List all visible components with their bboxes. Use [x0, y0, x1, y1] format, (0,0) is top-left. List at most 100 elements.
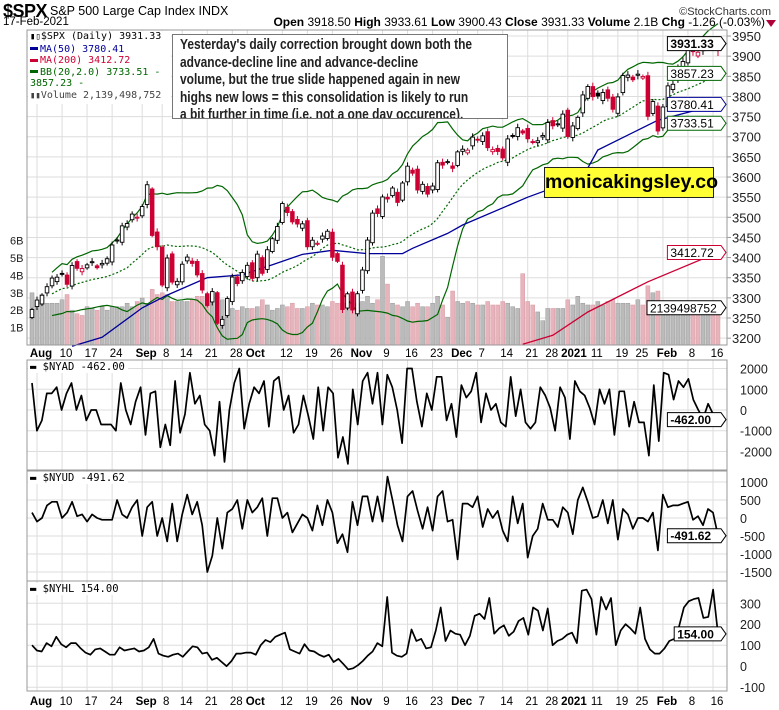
x-tick-label: 17: [85, 348, 98, 360]
x-tick-label: 21: [205, 696, 218, 708]
price-tick-label: 3700: [732, 130, 761, 145]
volume-tick-label: 5B: [10, 253, 23, 265]
volume-bar: [184, 301, 190, 346]
volume-bar: [270, 309, 275, 346]
volume-bar: [490, 304, 495, 346]
volume-bar: [610, 299, 616, 346]
candle-body: [64, 274, 70, 285]
x-tick-label: 24: [110, 348, 123, 360]
volume-bar: [705, 309, 711, 346]
legend-ma200: MA(200) 3412.72: [30, 55, 171, 67]
candle-body: [230, 276, 235, 303]
volume-bar: [69, 309, 75, 346]
value-tag-box: [666, 244, 727, 260]
candle-body: [205, 293, 210, 306]
candle-body: [114, 239, 120, 242]
volume-bar: [550, 308, 556, 346]
candle-body: [465, 149, 470, 154]
value-tag-box: [673, 626, 727, 642]
close-value: 3931.33: [541, 15, 585, 29]
volume-bar: [320, 304, 325, 346]
volume-bar: [570, 304, 576, 346]
candle-body: [365, 239, 370, 272]
x-tick-label: 8: [163, 348, 169, 360]
candle-body: [300, 223, 305, 229]
volume-tick-label: 4B: [10, 270, 23, 282]
value-tag-box: [666, 65, 727, 81]
candle-body: [144, 184, 150, 205]
annotation-line: highs new lows = this consolidation is l…: [180, 89, 469, 106]
value-tag-box: [666, 115, 727, 131]
candle-body: [410, 169, 415, 174]
nyhl-legend: ▬ $NYHL 154.00: [28, 583, 122, 595]
candle-body: [420, 183, 425, 192]
candle-body: [159, 246, 165, 286]
value-tag-label: 154.00: [677, 627, 714, 641]
x-tick-label: Dec: [451, 348, 473, 360]
volume-bar: [450, 290, 455, 346]
volume-bar: [415, 302, 420, 346]
volume-bar: [470, 302, 475, 346]
x-tick-label: 17: [85, 696, 98, 708]
candle-body: [695, 51, 701, 57]
price-tick-label: 3850: [732, 69, 761, 84]
x-tick-label: 19: [615, 696, 628, 708]
nyud-tick-label: 0: [740, 512, 747, 526]
candle-body: [570, 125, 576, 138]
volume-bar: [575, 296, 581, 346]
candle-body: [49, 277, 55, 287]
x-tick-label: 12: [280, 348, 293, 360]
x-tick-label: 28: [545, 348, 558, 360]
price-tick-label: 3250: [732, 311, 761, 326]
volume-bar: [275, 308, 280, 346]
volume-bar: [510, 306, 515, 346]
nyhl-tick-label: 100: [740, 639, 761, 653]
x-tick-label: 8: [689, 696, 695, 708]
volume-value: 2.1B: [633, 15, 659, 29]
candle-body: [320, 235, 325, 240]
x-tick-label: 16: [405, 348, 418, 360]
x-tick-label: 21: [525, 348, 538, 360]
candle-body: [119, 225, 125, 243]
high-label: High: [354, 15, 381, 29]
candle-body: [94, 265, 100, 269]
volume-bar: [285, 306, 290, 346]
volume-bar: [265, 304, 270, 346]
ma200-line: [522, 251, 719, 345]
x-tick-label: 14: [500, 696, 513, 708]
candle-body: [650, 101, 656, 114]
x-tick-label: 9: [383, 696, 389, 708]
volume-bar: [615, 302, 621, 346]
price-tick-label: 3800: [732, 89, 761, 104]
candle-body: [385, 196, 390, 200]
volume-bar: [179, 301, 185, 346]
x-tick-label: Nov: [351, 348, 373, 360]
candle-body: [225, 298, 230, 316]
nyhl-tick-label: -100: [740, 681, 765, 695]
volume-bar: [194, 296, 200, 346]
volume-bar: [580, 302, 586, 346]
volume-bar: [445, 316, 450, 346]
volume-bar: [365, 296, 370, 346]
candle-body: [39, 294, 45, 305]
price-tick-label: 3350: [732, 271, 761, 286]
nyud-tag: -491.62: [666, 528, 727, 544]
volume-bar: [560, 308, 566, 346]
volume-bar: [124, 302, 130, 346]
candle-body: [34, 299, 40, 308]
x-tick-label: Sep: [136, 348, 157, 360]
candle-body: [435, 162, 440, 191]
candle-body: [99, 262, 105, 266]
candle-body: [79, 268, 85, 273]
x-tick-label: 23: [430, 348, 443, 360]
value-tag-label: 3931.33: [670, 37, 714, 51]
candle-body: [580, 94, 586, 114]
candle-body: [670, 83, 676, 90]
volume-bar: [380, 255, 385, 346]
low-label: Low: [430, 15, 455, 29]
ma50-swatch-icon: [30, 47, 38, 51]
candle-body: [335, 253, 340, 262]
stockcharts-brand[interactable]: ©StockCharts.com: [679, 6, 771, 18]
candle-body: [645, 75, 651, 117]
x-tick-label: Oct: [246, 348, 265, 360]
